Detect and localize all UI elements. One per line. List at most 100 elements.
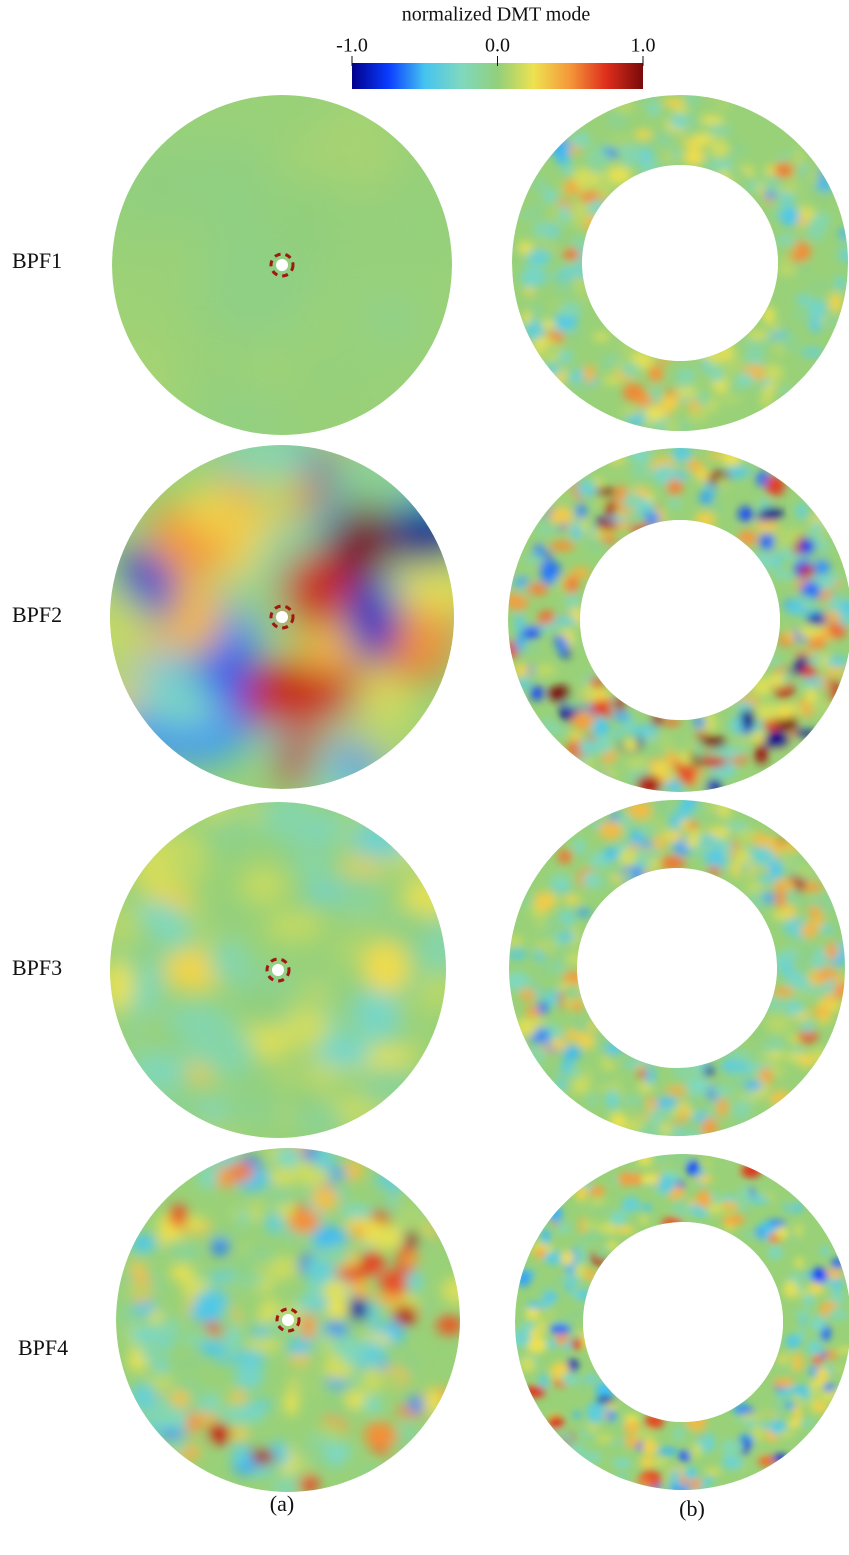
field-blob	[637, 1123, 664, 1137]
field-blob	[696, 772, 708, 792]
field-blob	[576, 503, 587, 519]
field-blob	[545, 1339, 560, 1349]
field-blob	[548, 1415, 564, 1430]
field-blob	[659, 355, 670, 365]
field-panel	[508, 448, 849, 792]
field-blob	[721, 1455, 744, 1470]
field-blob	[375, 1183, 391, 1211]
field-blob	[598, 821, 623, 840]
field-blob	[172, 1356, 206, 1371]
field-blob	[729, 747, 744, 758]
field-blob	[793, 1222, 804, 1238]
field-blob	[583, 758, 594, 769]
row-label: BPF3	[12, 955, 62, 980]
field-blob	[718, 341, 735, 362]
field-blob	[644, 832, 655, 843]
field-blob	[621, 1196, 641, 1213]
field-blob	[533, 938, 558, 954]
field-blob	[742, 1208, 752, 1218]
field-blob	[652, 464, 678, 485]
field-blob	[296, 856, 327, 879]
field-blob	[834, 276, 847, 291]
field-blob	[809, 1281, 823, 1295]
field-blob	[674, 386, 698, 398]
field-blob	[381, 861, 410, 896]
field-blob	[572, 1411, 582, 1419]
field-blob	[264, 1188, 298, 1206]
field-blob	[184, 484, 233, 535]
field-blob	[825, 316, 841, 327]
field-blob	[606, 111, 627, 129]
field-blob	[665, 419, 679, 431]
field-blob	[721, 448, 742, 467]
field-blob	[808, 906, 821, 917]
field-blob	[749, 1447, 767, 1455]
field-blob	[597, 520, 619, 531]
field-blob	[265, 1316, 285, 1340]
field-blob	[704, 1065, 714, 1077]
field-blob	[750, 552, 776, 571]
field-blob	[692, 133, 715, 144]
field-blob	[570, 523, 583, 541]
field-blob	[606, 1241, 619, 1250]
field-blob	[265, 910, 324, 942]
field-blob	[780, 387, 792, 397]
field-blob	[408, 1395, 425, 1414]
field-blob	[353, 1339, 387, 1368]
field-blob	[541, 716, 554, 736]
field-blob	[307, 1281, 322, 1308]
field-blob	[793, 1404, 802, 1423]
field-blob	[737, 530, 758, 546]
field-blob	[543, 189, 558, 203]
field-blob	[775, 887, 786, 909]
field-blob	[563, 248, 580, 261]
field-blob	[244, 1246, 278, 1262]
field-blob	[289, 1353, 312, 1366]
field-blob	[570, 1016, 590, 1034]
field-blob	[772, 571, 795, 580]
field-blob	[701, 756, 727, 768]
field-blob	[785, 599, 805, 616]
field-blob	[349, 1274, 369, 1298]
field-blob	[782, 185, 797, 195]
field-blob	[805, 167, 821, 186]
colorbar-tick-label: 0.0	[485, 35, 510, 57]
field-blob	[764, 996, 784, 1012]
field-blob	[795, 293, 812, 306]
field-blob	[822, 1383, 836, 1392]
field-blob	[531, 177, 548, 194]
field-blob	[414, 1300, 436, 1314]
field-blob	[184, 1215, 206, 1230]
field-blob	[752, 1424, 764, 1443]
field-blob	[246, 1338, 282, 1353]
field-blob	[677, 819, 691, 830]
field-blobs	[118, 1148, 460, 1492]
field-blob	[264, 175, 349, 268]
field-blob	[401, 1353, 419, 1377]
field-blob	[778, 1430, 795, 1438]
hub-ring	[265, 957, 291, 983]
field-blob	[542, 363, 561, 377]
field-blob	[662, 97, 685, 107]
field-blob	[806, 1340, 824, 1356]
field-blob	[759, 507, 784, 520]
field-blob	[620, 362, 640, 378]
field-blob	[699, 490, 714, 505]
field-blob	[624, 1419, 641, 1434]
colorbar	[352, 63, 643, 89]
field-blob	[764, 731, 790, 749]
field-blob	[208, 938, 252, 983]
field-blob	[211, 1239, 229, 1256]
field-blob	[738, 1185, 752, 1203]
field-blob	[809, 968, 821, 988]
field-blob	[836, 610, 849, 626]
field-blob	[639, 1215, 649, 1225]
field-blob	[775, 1226, 789, 1239]
field-blob	[725, 466, 750, 479]
field-blob	[405, 1269, 423, 1293]
field-blob	[803, 881, 823, 893]
hub	[272, 964, 284, 976]
field-blob	[544, 1291, 558, 1302]
field-blob	[523, 1386, 546, 1398]
